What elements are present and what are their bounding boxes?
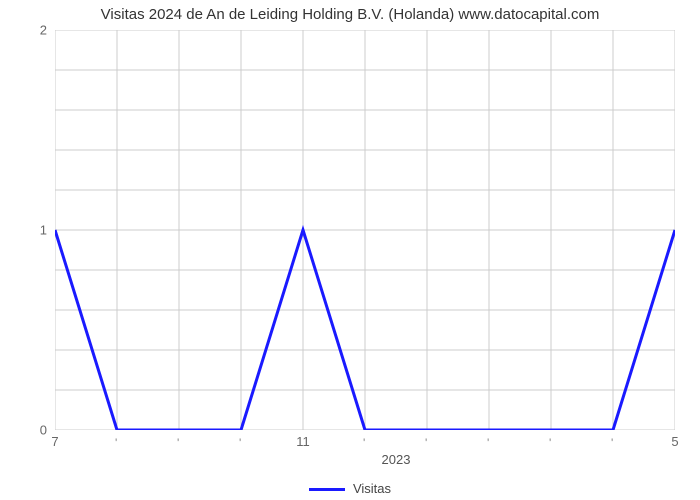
- x-tick-label: 11: [296, 434, 310, 449]
- y-tick-label: 1: [17, 223, 47, 238]
- legend: Visitas: [0, 481, 700, 496]
- chart-container: Visitas 2024 de An de Leiding Holding B.…: [0, 0, 700, 500]
- x-minor-mark: ': [363, 436, 365, 450]
- y-tick-label: 0: [17, 423, 47, 438]
- x-minor-mark: ': [239, 436, 241, 450]
- plot-area: [55, 30, 675, 430]
- x-minor-mark: ': [115, 436, 117, 450]
- chart-title: Visitas 2024 de An de Leiding Holding B.…: [0, 6, 700, 23]
- x-minor-mark: ': [487, 436, 489, 450]
- x-minor-mark: ': [177, 436, 179, 450]
- x-tick-label: 5: [671, 434, 678, 449]
- x-tick-label: 7: [51, 434, 58, 449]
- legend-line: [309, 488, 345, 491]
- x-minor-mark: ': [425, 436, 427, 450]
- y-tick-label: 2: [17, 23, 47, 38]
- legend-label: Visitas: [353, 481, 391, 496]
- x-minor-mark: ': [549, 436, 551, 450]
- x-minor-mark: ': [611, 436, 613, 450]
- x-axis-year-label: 2023: [382, 452, 411, 467]
